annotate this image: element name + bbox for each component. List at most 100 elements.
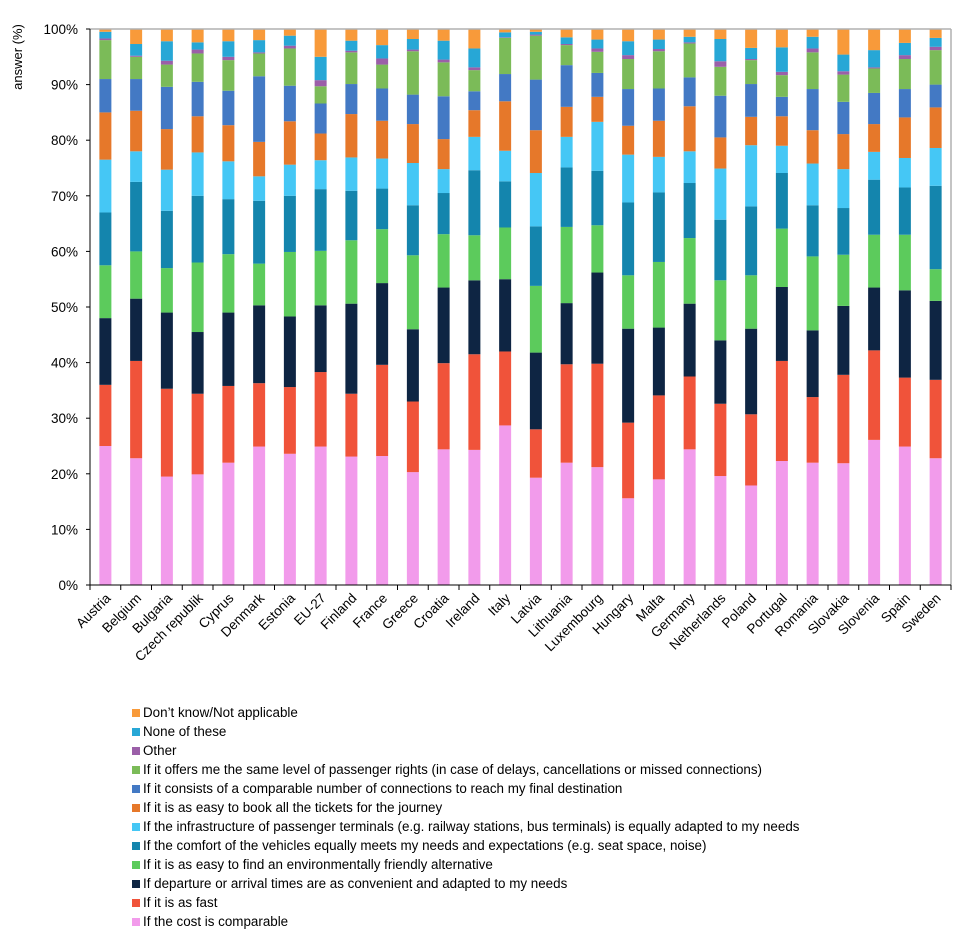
bar-segment	[130, 56, 143, 80]
bar-segment	[898, 89, 911, 118]
bar-segment	[499, 32, 512, 38]
bar-segment	[345, 84, 358, 115]
legend-label: If it is as easy to book all the tickets…	[143, 800, 443, 815]
bar-segment	[529, 477, 542, 585]
bar-segment	[160, 312, 173, 389]
legend-swatch	[132, 803, 140, 812]
bar-segment	[160, 86, 173, 130]
y-tick-label: 40%	[51, 356, 78, 371]
bar-segment	[714, 66, 727, 96]
bar-segment	[622, 202, 635, 276]
bar-segment	[837, 208, 850, 255]
bar-segment	[560, 167, 573, 227]
bar-segment	[222, 312, 235, 386]
bar-segment	[622, 59, 635, 90]
bar-segment	[868, 29, 881, 51]
bar-segment	[160, 41, 173, 61]
y-tick-label: 90%	[51, 78, 78, 93]
bar-segment	[314, 160, 327, 190]
bar-segment	[529, 31, 542, 35]
bar-segment	[99, 318, 112, 385]
bar-segment	[652, 192, 665, 262]
bar-segment	[99, 446, 112, 585]
bar-segment	[898, 29, 911, 43]
bar-segment	[529, 173, 542, 227]
legend-item: Other	[132, 741, 799, 760]
bar-segment	[683, 183, 696, 239]
y-tick-label: 50%	[51, 300, 78, 315]
bar-segment	[683, 376, 696, 450]
bar-segment	[160, 388, 173, 477]
bar-segment	[898, 290, 911, 378]
bar-segment	[376, 188, 389, 230]
bar-segment	[406, 29, 419, 40]
bar-segment	[622, 125, 635, 155]
bar-segment	[468, 354, 481, 450]
bar-segment	[868, 50, 881, 68]
bar-segment	[222, 462, 235, 585]
bar-segment	[868, 92, 881, 125]
bar-segment	[652, 395, 665, 480]
bar-segment	[191, 474, 204, 585]
bar-segment	[283, 195, 296, 252]
bar-segment	[652, 29, 665, 40]
legend-item: If it is as easy to find an environmenta…	[132, 855, 799, 874]
bar-segment	[376, 29, 389, 46]
legend-swatch	[132, 784, 140, 793]
bar-segment	[191, 81, 204, 117]
legend-swatch	[132, 746, 140, 755]
bar-segment	[775, 75, 788, 97]
bar-segment	[529, 352, 542, 430]
bar-segment	[437, 234, 450, 288]
bar-segment	[253, 383, 266, 447]
bar-segment	[345, 190, 358, 241]
bar-segment	[683, 77, 696, 107]
bar-segment	[499, 351, 512, 426]
bar-segment	[345, 456, 358, 585]
y-tick-labels: 0% 10% 20% 30% 40% 50% 60% 70% 80% 90% 100%	[43, 22, 78, 593]
bar-segment	[130, 251, 143, 299]
bar-segment	[253, 263, 266, 306]
legend-item: If it offers me the same level of passen…	[132, 760, 799, 779]
bar-segment	[529, 130, 542, 173]
bar-segment	[837, 54, 850, 72]
bar-segment	[468, 48, 481, 68]
legend-swatch	[132, 765, 140, 774]
bar-segment	[253, 141, 266, 177]
bar-segment	[714, 340, 727, 404]
bar-segment	[745, 206, 758, 276]
bar-segment	[437, 287, 450, 364]
bar-segment	[160, 169, 173, 211]
bar-segment	[560, 65, 573, 107]
bar-segment	[745, 29, 758, 48]
bar-segment	[283, 251, 296, 317]
legend-swatch	[132, 822, 140, 831]
legend-label: None of these	[143, 724, 227, 739]
stacked-bar-chart: 0% 10% 20% 30% 40% 50% 60% 70% 80% 90% 100% Austri…	[10, 22, 952, 664]
bar-segment	[499, 227, 512, 280]
bar-segment	[806, 52, 819, 90]
legend-label: If it is as fast	[143, 895, 218, 910]
bar-segment	[406, 51, 419, 95]
bar-segment	[683, 42, 696, 44]
bar-segment	[191, 116, 204, 153]
bar-segment	[652, 120, 665, 157]
bar-segment	[591, 72, 604, 97]
bar-segment	[529, 285, 542, 353]
bar-segment	[160, 29, 173, 42]
bar-segment	[499, 74, 512, 102]
bar-segment	[775, 145, 788, 173]
bar-segment	[929, 29, 942, 38]
bar-segment	[529, 29, 542, 32]
bar-segment	[160, 268, 173, 313]
bar-segment	[253, 40, 266, 53]
x-tick-label: Ireland	[443, 591, 483, 631]
bar-segment	[99, 159, 112, 213]
bar-segment	[929, 46, 942, 51]
bar-segment	[837, 374, 850, 464]
legend-swatch	[132, 917, 140, 926]
bar-segment	[683, 36, 696, 43]
bar-segment	[499, 29, 512, 33]
bar-segment	[130, 110, 143, 152]
